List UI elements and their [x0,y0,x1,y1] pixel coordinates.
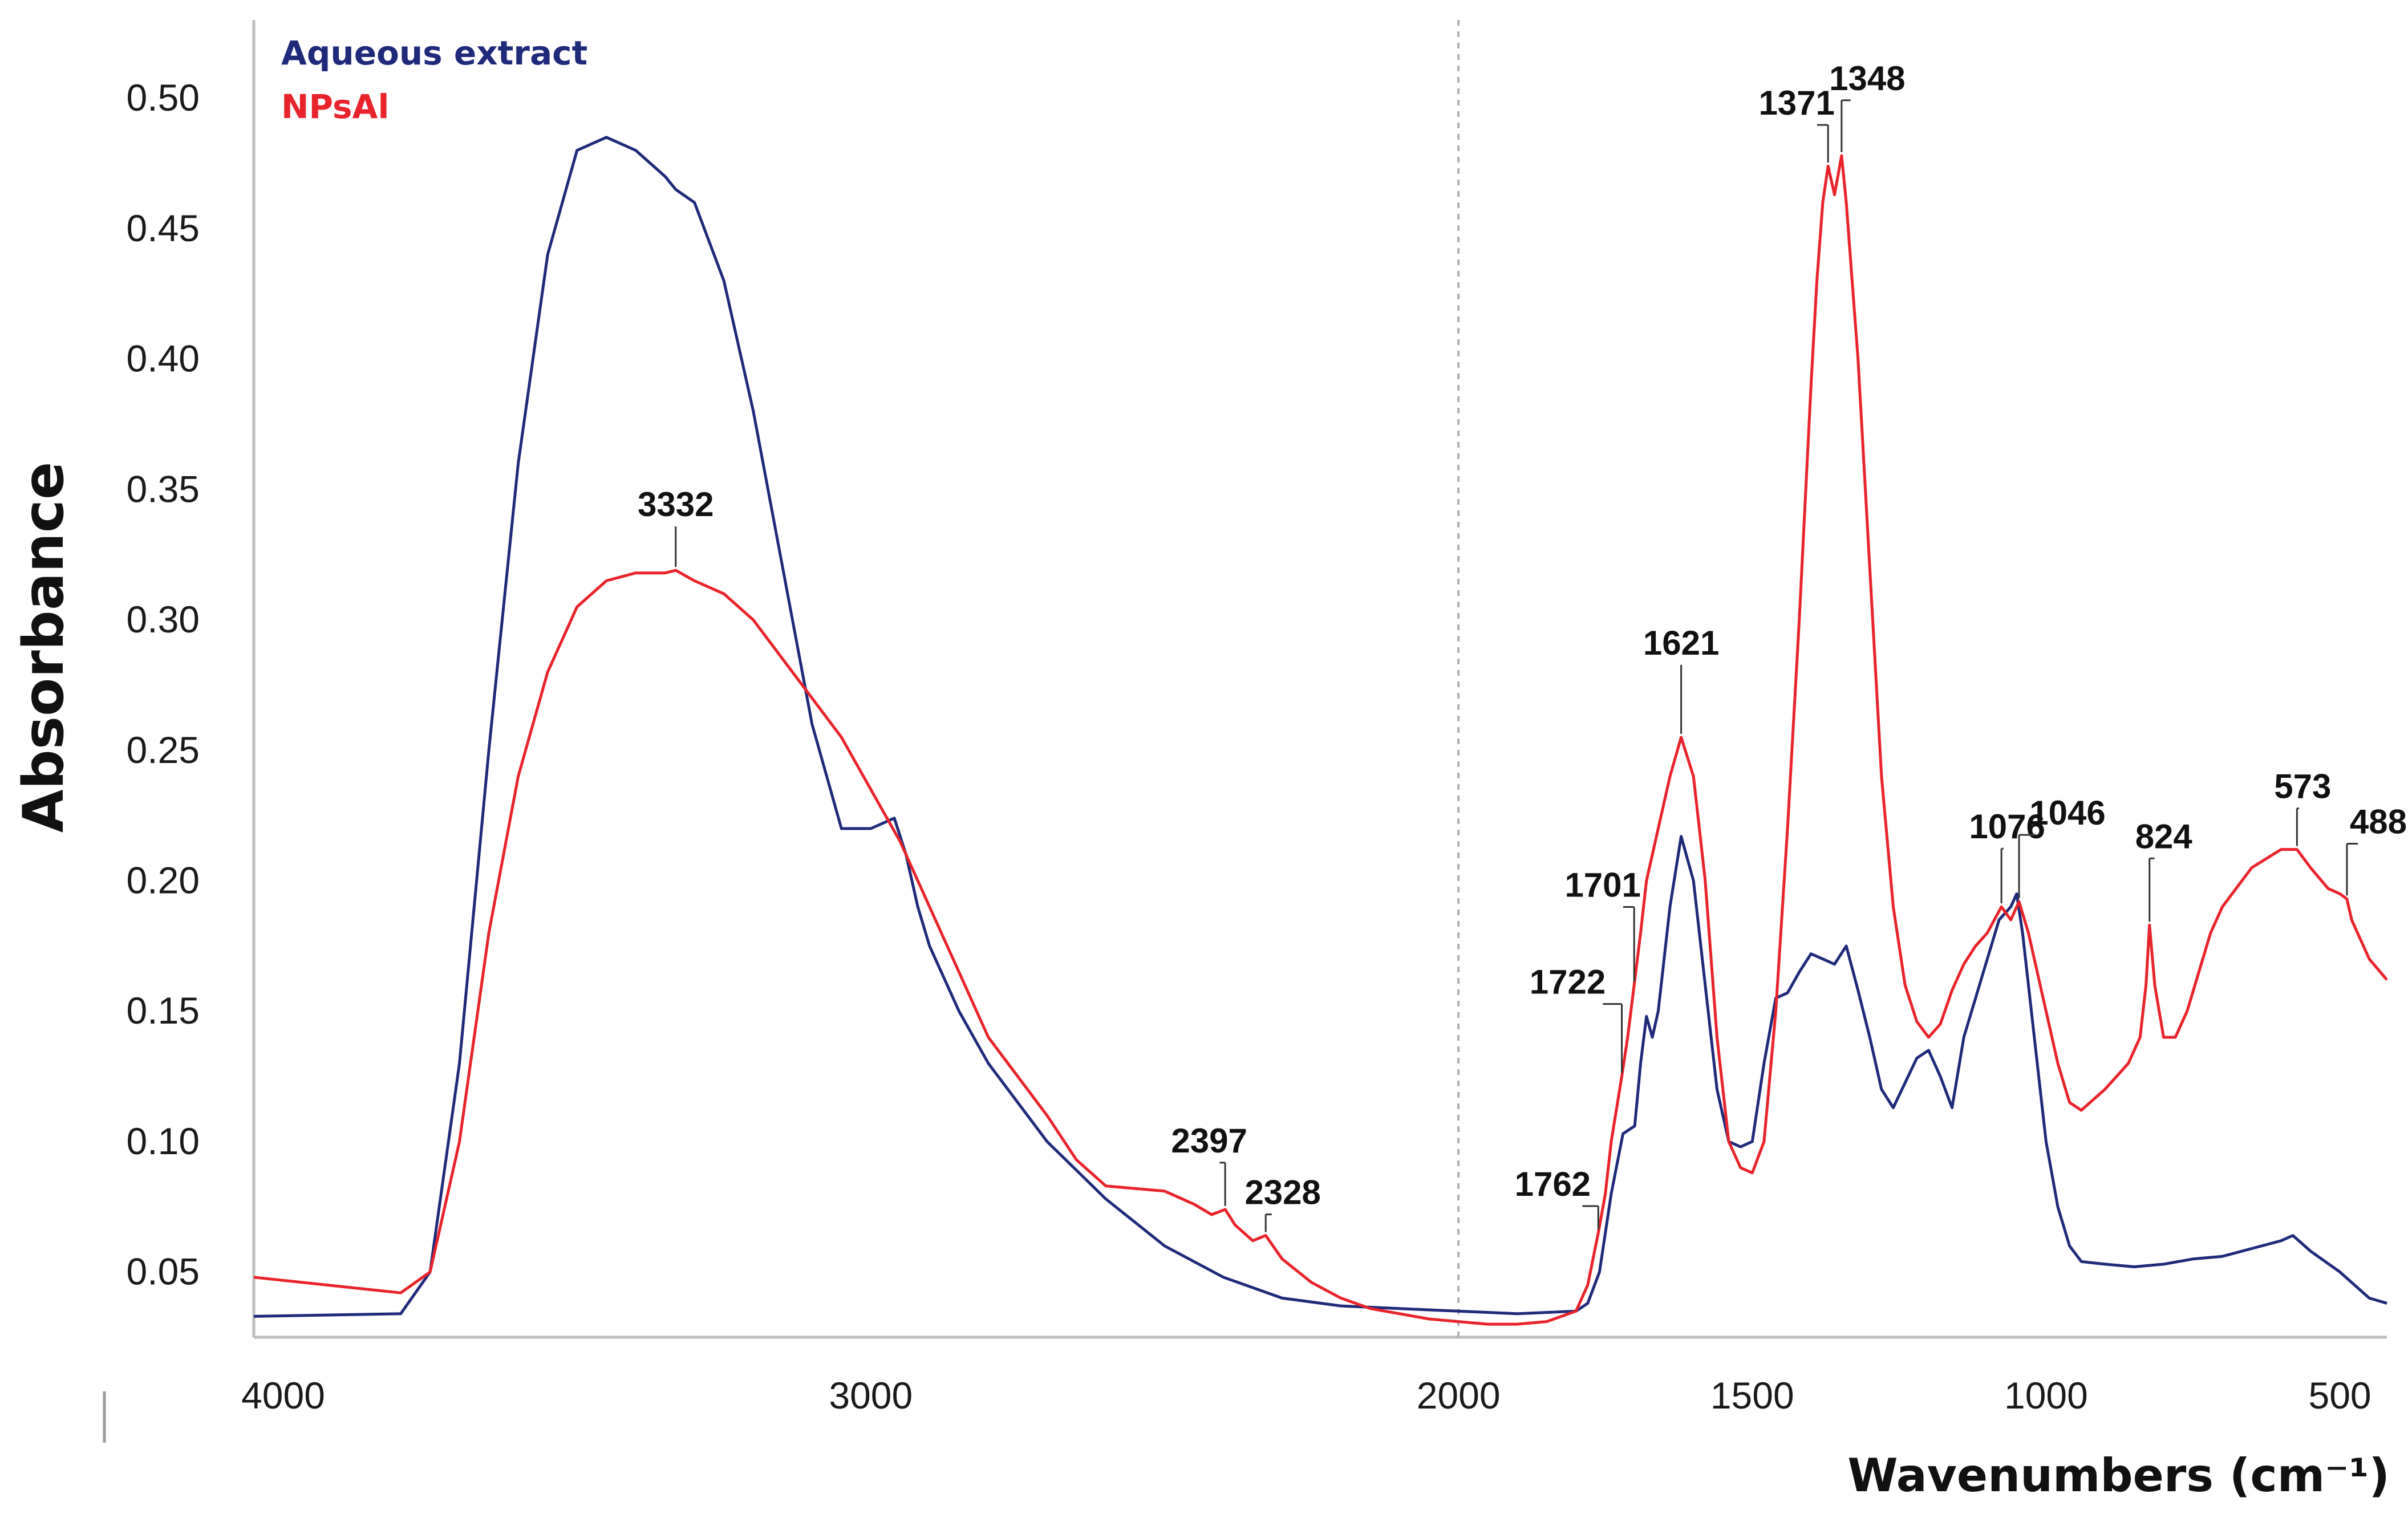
y-tick-label: 0.25 [127,729,200,771]
peak-label-1371: 1371 [1758,84,1834,122]
series-line-aqueous-extract [253,136,2387,1318]
peak-label-824: 824 [2135,817,2193,855]
y-tick-label: 0.15 [127,989,200,1032]
peak-label-1701: 1701 [1564,866,1640,904]
series-lines [253,136,2388,1326]
peak-label-1722: 1722 [1530,963,1606,1001]
peak-label-2328: 2328 [1244,1174,1320,1212]
legend-entry-npsal: NPsAl [281,87,389,126]
y-tick-label: 0.50 [127,76,200,119]
x-tick-label: 3000 [829,1374,913,1416]
peak-label-573: 573 [2274,768,2331,806]
series-line-npsal [253,154,2388,1326]
peak-label-1762: 1762 [1515,1165,1591,1203]
legend-entry-aqueous-extract: Aqueous extract [281,34,587,72]
x-tick-labels: 4000 3000 2000 1500 1000 500 [241,1374,2371,1416]
legend: Aqueous extract NPsAl [281,34,587,126]
peak-label-488: 488 [2350,803,2407,841]
x-tick-label: 4000 [241,1374,325,1416]
x-tick-label: 500 [2309,1374,2371,1416]
x-tick-label: 1000 [2004,1374,2088,1416]
y-axis-label: Absorbance [11,462,76,833]
peak-label-1621: 1621 [1643,624,1719,662]
y-tick-label: 0.10 [127,1120,200,1162]
y-tick-label: 0.35 [127,468,200,510]
peak-label-1348: 1348 [1829,59,1905,98]
y-tick-labels: 0.05 0.10 0.15 0.20 0.25 0.30 0.35 0.40 0.45 0.50 [127,76,200,1292]
y-tick-label: 0.20 [127,859,200,902]
axes [103,20,2387,1443]
x-tick-label: 2000 [1417,1374,1501,1416]
x-axis-label: Wavenumbers (cm⁻¹) [1847,1449,2390,1502]
peak-label-1046: 1046 [2029,794,2105,832]
y-tick-label: 0.05 [127,1251,200,1293]
y-tick-label: 0.30 [127,598,200,640]
peak-label-2397: 2397 [1171,1122,1247,1160]
x-tick-label: 1500 [1710,1374,1794,1416]
peak-label-1076: 1076 [1969,807,2045,846]
y-tick-label: 0.45 [127,207,200,249]
peak-label-3332: 3332 [638,485,714,523]
y-tick-label: 0.40 [127,338,200,380]
